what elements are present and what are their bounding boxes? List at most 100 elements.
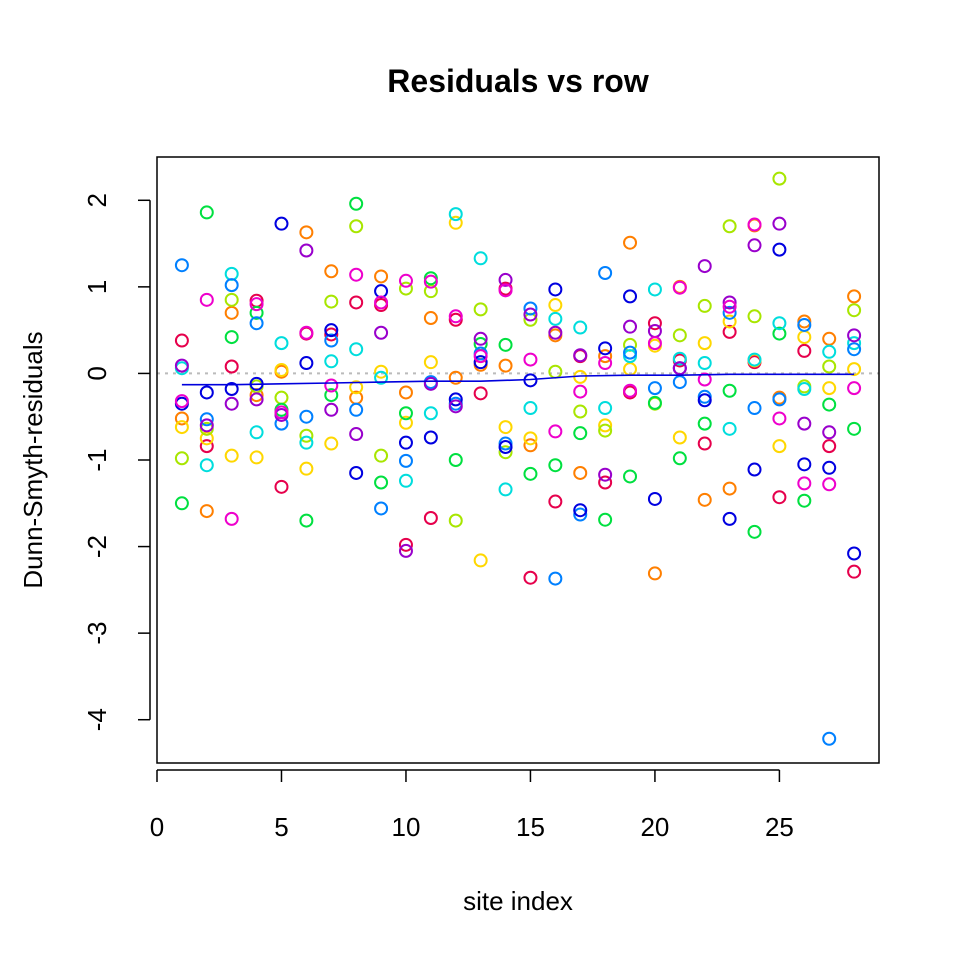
data-point xyxy=(448,207,463,222)
data-point xyxy=(374,448,389,463)
data-point xyxy=(174,258,189,273)
data-point xyxy=(174,411,189,426)
data-point xyxy=(423,355,438,370)
data-point xyxy=(647,566,662,581)
data-point xyxy=(349,196,364,211)
data-point xyxy=(548,571,563,586)
data-point xyxy=(573,465,588,480)
data-point xyxy=(523,307,538,322)
data-point xyxy=(249,425,264,440)
data-point xyxy=(423,274,438,289)
data-point xyxy=(672,280,687,295)
data-point xyxy=(199,385,214,400)
data-point xyxy=(224,292,239,307)
data-point xyxy=(349,219,364,234)
data-point xyxy=(598,423,613,438)
data-point xyxy=(623,383,638,398)
data-point xyxy=(623,289,638,304)
data-point xyxy=(747,462,762,477)
data-point xyxy=(847,546,862,561)
data-point xyxy=(797,382,812,397)
data-point xyxy=(448,392,463,407)
data-point xyxy=(224,448,239,463)
data-point xyxy=(324,378,339,393)
data-point xyxy=(697,416,712,431)
data-point xyxy=(822,731,837,746)
data-point xyxy=(274,405,289,420)
data-point xyxy=(647,395,662,410)
x-tick-label: 10 xyxy=(392,812,421,842)
data-point xyxy=(722,299,737,314)
data-point xyxy=(523,352,538,367)
data-point xyxy=(349,295,364,310)
data-point xyxy=(672,451,687,466)
x-tick-label: 0 xyxy=(150,812,164,842)
data-point xyxy=(847,381,862,396)
data-point xyxy=(473,251,488,266)
data-point xyxy=(374,284,389,299)
data-point xyxy=(573,384,588,399)
data-point xyxy=(797,493,812,508)
data-point xyxy=(423,311,438,326)
data-point xyxy=(473,349,488,364)
data-point xyxy=(697,298,712,313)
y-tick-label: -4 xyxy=(82,708,112,731)
y-tick-label: -2 xyxy=(82,535,112,558)
data-point xyxy=(847,564,862,579)
data-point xyxy=(324,354,339,369)
data-point xyxy=(847,289,862,304)
data-point xyxy=(722,481,737,496)
data-point xyxy=(199,458,214,473)
y-tick-label: 0 xyxy=(82,366,112,380)
data-point xyxy=(772,216,787,231)
data-point xyxy=(324,323,339,338)
data-point xyxy=(822,381,837,396)
data-point xyxy=(822,425,837,440)
data-point xyxy=(573,426,588,441)
data-point xyxy=(822,344,837,359)
data-point xyxy=(747,217,762,232)
data-point xyxy=(647,381,662,396)
data-point xyxy=(324,402,339,417)
data-point xyxy=(448,309,463,324)
data-point xyxy=(299,513,314,528)
data-point xyxy=(647,316,662,331)
data-point xyxy=(324,333,339,348)
data-point xyxy=(199,205,214,220)
data-point xyxy=(672,361,687,376)
data-point xyxy=(398,415,413,430)
data-point xyxy=(722,314,737,329)
data-point xyxy=(174,451,189,466)
data-point xyxy=(224,396,239,411)
data-point xyxy=(548,325,563,340)
data-point xyxy=(523,401,538,416)
data-point xyxy=(374,325,389,340)
data-point xyxy=(697,492,712,507)
data-point xyxy=(598,512,613,527)
y-axis-label: Dunn-Smyth-residuals xyxy=(18,331,48,588)
x-tick-label: 15 xyxy=(516,812,545,842)
data-point xyxy=(722,295,737,310)
data-point xyxy=(847,362,862,377)
data-point xyxy=(523,438,538,453)
data-point xyxy=(349,427,364,442)
data-point xyxy=(697,336,712,351)
data-point xyxy=(523,431,538,446)
data-point xyxy=(523,570,538,585)
data-point xyxy=(199,439,214,454)
data-point xyxy=(847,421,862,436)
data-point xyxy=(722,383,737,398)
data-point xyxy=(623,469,638,484)
data-point xyxy=(299,325,314,340)
data-point xyxy=(822,359,837,374)
data-point xyxy=(847,328,862,343)
data-point xyxy=(374,501,389,516)
data-point xyxy=(274,216,289,231)
data-point xyxy=(324,388,339,403)
data-point xyxy=(398,453,413,468)
data-point xyxy=(523,466,538,481)
data-point xyxy=(498,283,513,298)
data-point xyxy=(398,537,413,552)
data-point xyxy=(598,475,613,490)
data-point xyxy=(822,460,837,475)
